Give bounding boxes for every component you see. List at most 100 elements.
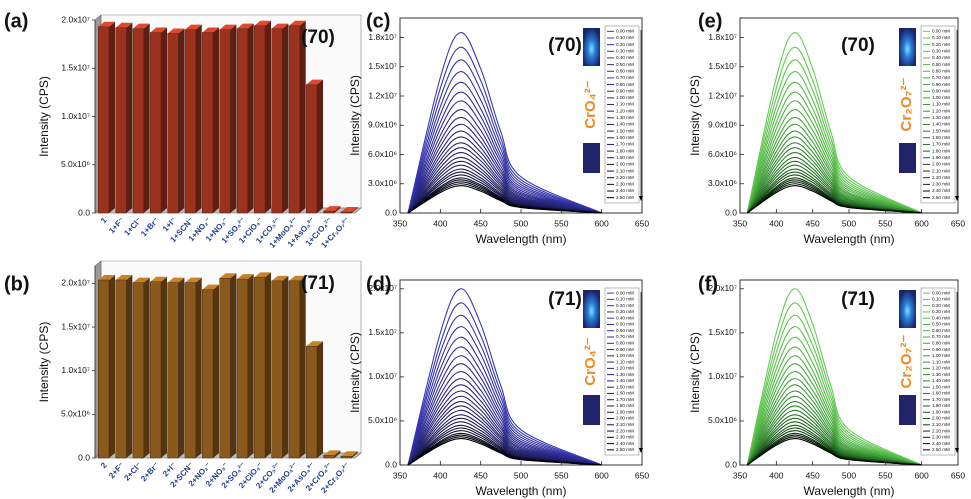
legend-label: 2.40 mM — [932, 441, 950, 446]
spectrum-line — [746, 160, 922, 214]
bar — [202, 289, 214, 459]
spectrum-line — [746, 302, 922, 466]
legend-label: 0.30 mM — [616, 49, 634, 54]
legend-label: 1.70 mM — [616, 142, 634, 147]
legend-label: 0.50 mM — [932, 62, 950, 67]
bar — [98, 279, 110, 459]
bar-top — [98, 21, 116, 27]
y-tick-label: 1.5x10⁷ — [368, 327, 397, 337]
bar — [132, 282, 144, 459]
legend-box — [920, 287, 956, 456]
legend-label: 2.40 mM — [616, 188, 634, 193]
panel-annotation: (71) — [841, 289, 875, 310]
y-tick-label: 1.0x10⁷ — [708, 371, 737, 381]
legend-label: 0.80 mM — [616, 82, 634, 87]
legend-box — [920, 25, 956, 204]
spectrum-line — [407, 390, 602, 466]
x-tick-label: 600 — [595, 470, 609, 480]
bar — [98, 26, 110, 214]
legend-label: 1.90 mM — [616, 155, 634, 160]
y-tick-label: 1.0x10⁷ — [61, 111, 90, 121]
legend-label: 0.80 mM — [932, 82, 950, 87]
y-tick-label: 5.0x10⁶ — [61, 409, 90, 419]
legend-label: 2.20 mM — [616, 428, 634, 433]
bar-top — [115, 274, 133, 280]
spectrum-line — [746, 147, 922, 214]
bar — [219, 278, 231, 459]
bar-side — [282, 23, 289, 214]
legend-label: 1.40 mM — [616, 378, 634, 383]
bar-side — [143, 23, 150, 214]
spectrum-line — [407, 384, 602, 466]
legend-label: 2.10 mM — [616, 168, 634, 173]
legend-label: 2.10 mM — [616, 422, 634, 427]
spectrum-line — [407, 417, 602, 466]
spectrum-line — [407, 142, 602, 214]
legend-label: 2.50 mM — [616, 195, 634, 200]
legend-label: 1.10 mM — [616, 102, 634, 107]
spectrum-line — [746, 59, 922, 214]
legend-label: 0.90 mM — [932, 347, 950, 352]
bar-side — [317, 341, 324, 458]
legend-label: 0.20 mM — [932, 42, 950, 47]
legend-label: 2.10 mM — [932, 168, 950, 173]
bar-side — [334, 206, 341, 213]
spectrum-line — [746, 171, 922, 214]
legend-label: 2.50 mM — [616, 447, 634, 452]
legend-label: 1.80 mM — [616, 403, 634, 408]
legend-label: 0.70 mM — [616, 334, 634, 339]
bar — [167, 33, 179, 214]
bar-top — [236, 274, 254, 280]
bar-side — [109, 21, 116, 213]
legend-label: 0.90 mM — [616, 347, 634, 352]
legend-label: 2.30 mM — [932, 435, 950, 440]
bar-top — [271, 275, 289, 281]
spectrum-line — [407, 185, 602, 214]
spectrum-line — [746, 384, 922, 466]
bar-side — [143, 277, 150, 458]
spectrum-line — [407, 147, 602, 214]
legend-label: 2.00 mM — [932, 416, 950, 421]
spectrum-line — [746, 32, 922, 214]
legend-label: 0.30 mM — [616, 309, 634, 314]
legend-arrow-head — [955, 196, 959, 201]
bar-top — [98, 274, 116, 280]
panel-label: (a) — [4, 10, 28, 32]
x-axis-title: Wavelength (nm) — [476, 484, 567, 498]
bar-top — [150, 27, 168, 33]
panel-annotation: (71) — [301, 273, 335, 294]
spectrum-line — [746, 409, 922, 466]
bar — [236, 278, 248, 459]
ion-label: Cr₂O₇²⁻ — [898, 77, 915, 131]
spectrum-line — [407, 409, 602, 466]
spectrum-line — [746, 405, 922, 466]
panel-annotation: (70) — [301, 27, 335, 48]
ion-label: Cr₂O₇²⁻ — [898, 334, 915, 388]
spectrum-line — [407, 326, 602, 466]
y-tick-label: 0.0 — [725, 207, 737, 217]
y-tick-label: 0.0 — [78, 207, 90, 217]
legend-label: 2.30 mM — [616, 435, 634, 440]
y-tick-label: 1.8x10⁷ — [368, 32, 397, 42]
spectrum-line — [746, 136, 922, 214]
bar-top — [340, 207, 358, 213]
spectrum-line — [746, 414, 922, 466]
legend-label: 0.40 mM — [932, 315, 950, 320]
spectrum-line — [407, 421, 602, 466]
y-axis-title: Intensity (CPS) — [37, 76, 51, 157]
bar-side — [317, 79, 324, 213]
x-tick-label: 350 — [733, 470, 747, 480]
legend-label: 0.60 mM — [932, 328, 950, 333]
legend-label: 2.00 mM — [616, 416, 634, 421]
spectrum-line — [407, 160, 602, 214]
legend-arrow-head — [955, 448, 959, 453]
legend-label: 1.00 mM — [616, 95, 634, 100]
legend-label: 1.20 mM — [932, 366, 950, 371]
legend-label: 0.20 mM — [932, 303, 950, 308]
bar-side — [351, 207, 358, 213]
bar — [288, 280, 300, 459]
vial-photo — [583, 290, 600, 328]
spectrum-line — [746, 346, 922, 466]
bar-top — [288, 275, 306, 281]
